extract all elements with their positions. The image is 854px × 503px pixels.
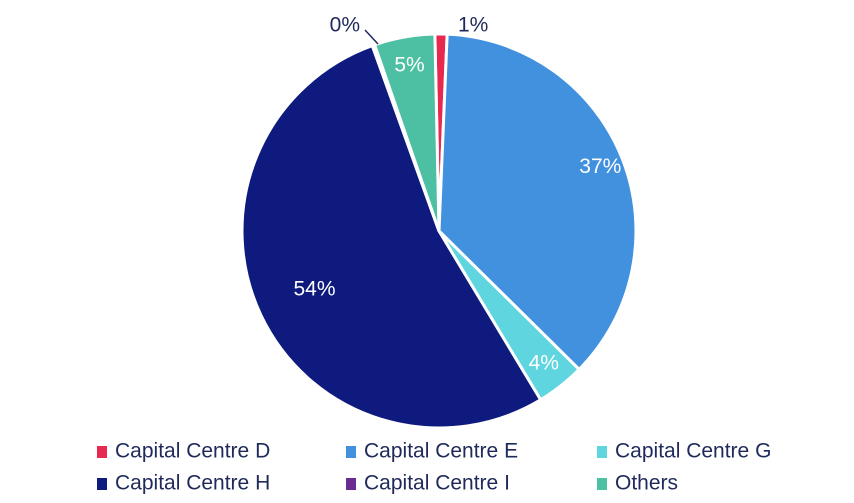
data-label-capital-centre-e: 37% [579,155,621,178]
legend-swatch-capital-centre-i [346,478,356,490]
legend-label-others: Others [615,472,678,495]
data-label-capital-centre-d: 1% [458,14,488,37]
leader-line-capital-centre-i [364,29,379,45]
pie-slice-capital-centre-h [240,44,543,430]
legend: Capital Centre D Capital Centre E Capital … [97,440,771,495]
pie-slice-others [373,32,441,233]
legend-swatch-capital-centre-h [97,478,107,490]
pie-data-labels: 1% 37% 4% 54% 0% 5% [293,14,621,375]
pie-slices [240,32,638,430]
legend-item-capital-centre-i: Capital Centre I [346,472,510,495]
legend-label-capital-centre-d: Capital Centre D [115,440,270,463]
data-label-capital-centre-g: 4% [529,352,559,375]
legend-label-capital-centre-h: Capital Centre H [115,472,270,495]
data-label-others: 5% [394,54,424,77]
legend-item-capital-centre-d: Capital Centre D [97,440,270,463]
legend-swatch-capital-centre-e [346,446,356,458]
pie-slice-capital-centre-e [437,32,638,371]
legend-item-capital-centre-g: Capital Centre G [597,440,771,463]
legend-swatch-capital-centre-g [597,446,607,458]
legend-swatch-others [597,478,607,490]
data-label-capital-centre-i: 0% [330,14,360,37]
legend-label-capital-centre-e: Capital Centre E [364,440,518,463]
legend-swatch-capital-centre-d [97,446,107,458]
legend-item-capital-centre-h: Capital Centre H [97,472,270,495]
data-label-capital-centre-h: 54% [293,278,335,301]
legend-item-capital-centre-e: Capital Centre E [346,440,518,463]
legend-item-others: Others [597,472,678,495]
legend-label-capital-centre-i: Capital Centre I [364,472,510,495]
legend-label-capital-centre-g: Capital Centre G [615,440,771,463]
